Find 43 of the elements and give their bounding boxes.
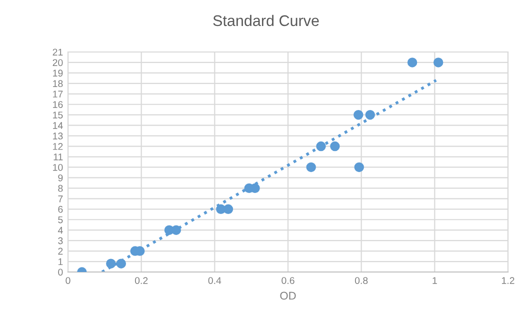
point [171, 225, 182, 235]
point [365, 110, 375, 120]
point [106, 258, 116, 268]
y-tick-label: 0 [58, 268, 63, 276]
y-tick-label: 13 [53, 132, 63, 140]
y-tick-label: 11 [54, 154, 63, 160]
y-tick-label: 19 [53, 70, 63, 77]
y-tick-label: 6 [58, 206, 63, 213]
y-tick-label: 2 [58, 248, 63, 255]
x-tick-label: 0.8 [354, 277, 368, 284]
y-tick-label: 17 [53, 90, 63, 98]
point [116, 258, 126, 268]
point [354, 110, 364, 120]
y-tick-label: 21 [52, 48, 63, 56]
x-tick-label: 0.4 [208, 277, 222, 284]
x-axis-title: OD [280, 292, 296, 300]
y-tick-label: 10 [53, 164, 63, 171]
point [354, 162, 364, 172]
x-tick-label: 0.6 [282, 277, 294, 284]
y-tick-label: 8 [58, 184, 63, 192]
point [433, 58, 444, 68]
y-tick-label: 18 [53, 80, 63, 88]
x-tick-label: 0.2 [134, 277, 148, 284]
y-tick-label: 3 [58, 237, 63, 244]
y-tick-label: 9 [58, 174, 63, 182]
chart-title: Standard Curve [213, 14, 319, 26]
y-tick-label: 12 [53, 143, 63, 150]
y-tick-label: 4 [58, 226, 63, 234]
x-tick-label: 1 [432, 277, 437, 284]
x-tick-label: 0 [66, 277, 70, 284]
y-tick-label: 14 [53, 122, 63, 129]
point [316, 141, 326, 152]
x-tick-label: 1.2 [502, 277, 514, 284]
point [330, 141, 340, 152]
point [223, 204, 234, 214]
point [306, 162, 316, 172]
y-tick-label: 1 [58, 258, 63, 266]
y-tick-label: 16 [53, 101, 63, 108]
y-tick-label: 5 [58, 216, 63, 224]
y-tick-label: 20 [52, 59, 63, 66]
point [407, 58, 418, 68]
y-tick-label: 15 [53, 112, 63, 118]
y-tick-label: 7 [58, 196, 63, 202]
